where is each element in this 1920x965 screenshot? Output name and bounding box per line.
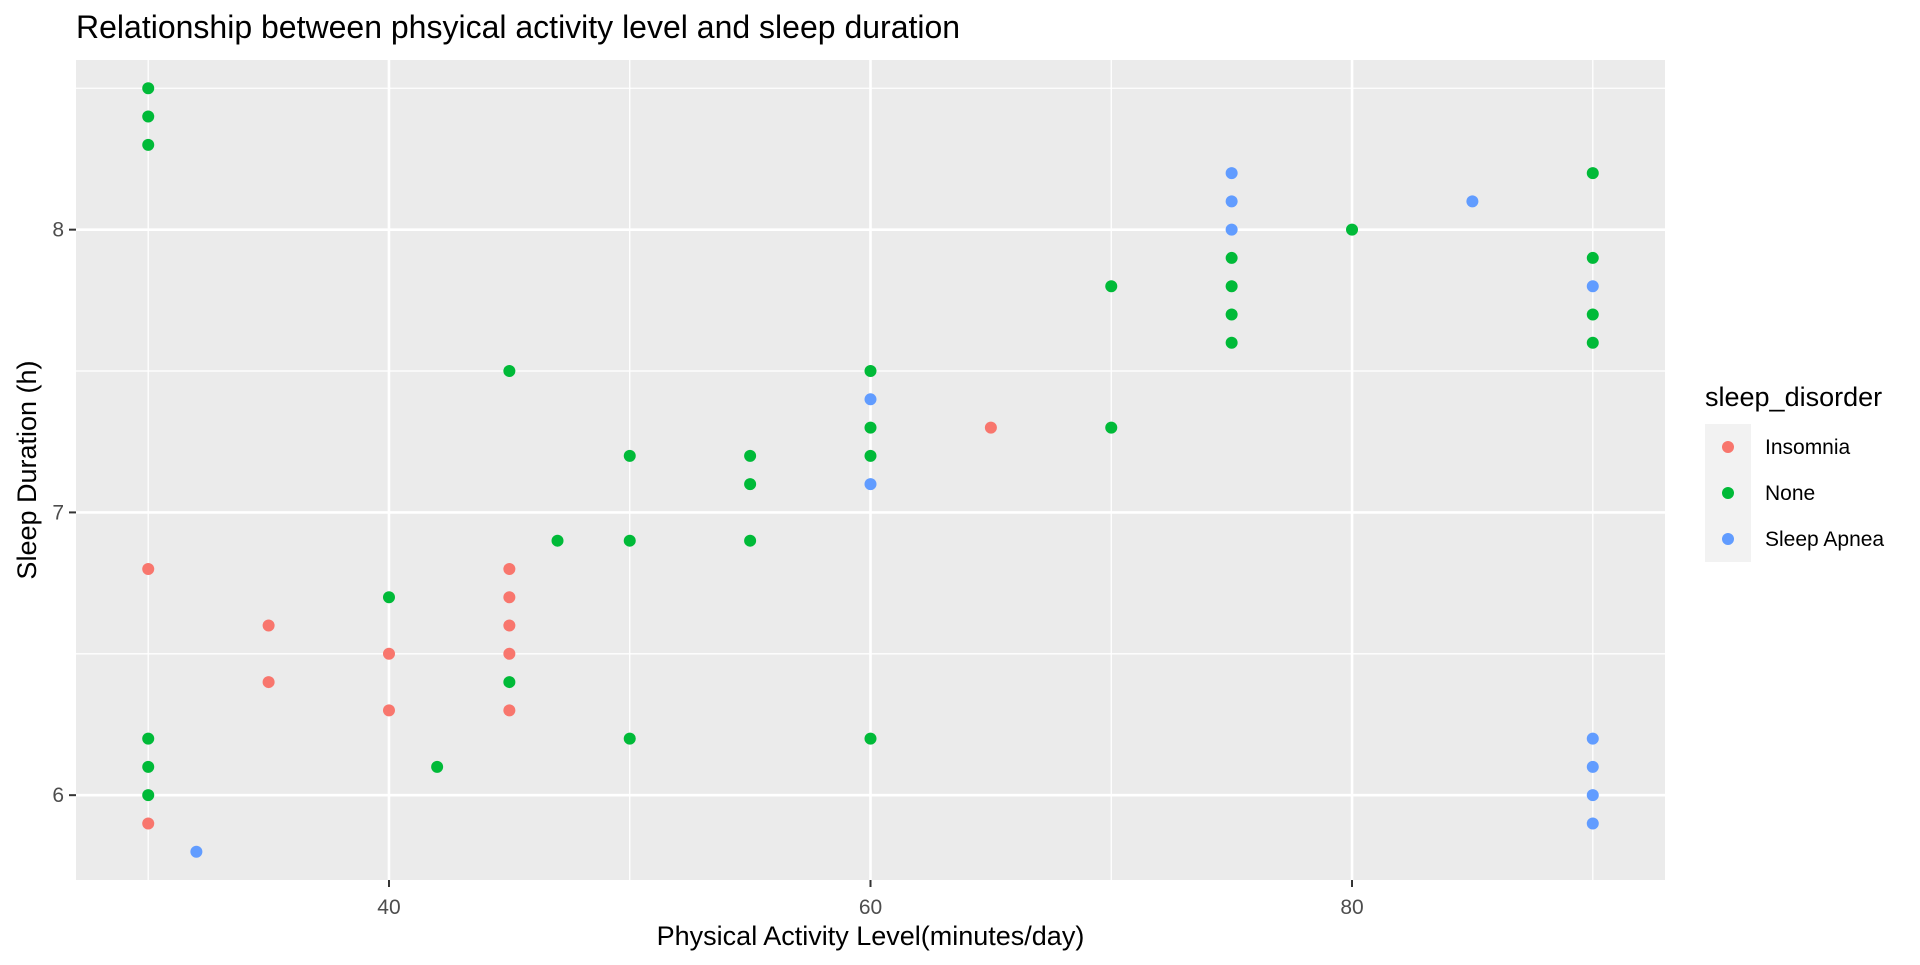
data-point-none — [142, 789, 155, 802]
data-point-sleep-apnea — [1225, 223, 1238, 236]
data-point-none — [1586, 336, 1599, 349]
data-point-none — [1586, 167, 1599, 180]
data-point-insomnia — [503, 704, 516, 717]
data-point-none — [1586, 308, 1599, 321]
data-point-none — [744, 534, 757, 547]
data-point-none — [1225, 336, 1238, 349]
y-tick-label: 6 — [52, 784, 64, 807]
data-point-none — [1586, 251, 1599, 264]
legend-label-insomnia: Insomnia — [1765, 436, 1851, 459]
chart-title: Relationship between phsyical activity l… — [76, 9, 960, 45]
data-point-sleep-apnea — [1466, 195, 1479, 208]
data-point-none — [551, 534, 564, 547]
y-tick-label: 7 — [52, 501, 64, 524]
data-point-none — [142, 82, 155, 95]
legend-label-none: None — [1765, 482, 1815, 505]
data-point-insomnia — [984, 421, 997, 434]
x-tick-label: 60 — [859, 896, 882, 919]
data-point-sleep-apnea — [1225, 195, 1238, 208]
data-point-none — [864, 732, 877, 745]
data-point-none — [1346, 223, 1359, 236]
data-point-none — [1225, 308, 1238, 321]
data-point-sleep-apnea — [1586, 280, 1599, 293]
legend-swatch-insomnia — [1722, 441, 1734, 453]
data-point-insomnia — [382, 704, 395, 717]
data-point-none — [1105, 280, 1118, 293]
data-point-none — [1225, 280, 1238, 293]
data-point-none — [503, 365, 516, 378]
data-point-sleep-apnea — [864, 393, 877, 406]
data-point-insomnia — [142, 817, 155, 830]
x-tick-label: 40 — [377, 896, 400, 919]
grid-lines — [76, 60, 1665, 880]
y-tick-label: 8 — [52, 219, 64, 242]
data-point-none — [503, 676, 516, 689]
data-point-none — [382, 591, 395, 604]
legend-swatch-sleep-apnea — [1722, 533, 1734, 545]
data-points — [142, 82, 1599, 858]
data-point-none — [864, 421, 877, 434]
data-point-insomnia — [142, 562, 155, 575]
data-point-insomnia — [503, 591, 516, 604]
data-point-insomnia — [503, 647, 516, 660]
data-point-none — [864, 365, 877, 378]
legend-title: sleep_disorder — [1705, 382, 1882, 412]
data-point-none — [623, 449, 636, 462]
data-point-sleep-apnea — [1225, 167, 1238, 180]
data-point-none — [744, 478, 757, 491]
data-point-none — [1225, 251, 1238, 264]
data-point-none — [431, 760, 444, 773]
data-point-sleep-apnea — [1586, 789, 1599, 802]
data-point-none — [623, 534, 636, 547]
data-point-none — [142, 110, 155, 123]
data-point-none — [744, 449, 757, 462]
data-point-sleep-apnea — [1586, 817, 1599, 830]
data-point-insomnia — [262, 619, 275, 632]
axes: 40 60 80 6 7 8 — [52, 219, 1363, 919]
y-axis-label: Sleep Duration (h) — [12, 360, 42, 579]
legend-swatch-none — [1722, 487, 1734, 499]
data-point-insomnia — [262, 676, 275, 689]
data-point-none — [142, 760, 155, 773]
data-point-insomnia — [503, 562, 516, 575]
data-point-sleep-apnea — [864, 478, 877, 491]
data-point-none — [1105, 421, 1118, 434]
data-point-sleep-apnea — [1586, 732, 1599, 745]
data-point-none — [864, 449, 877, 462]
x-tick-label: 80 — [1340, 896, 1363, 919]
legend: sleep_disorder Insomnia None Sleep Apnea — [1705, 382, 1884, 562]
data-point-none — [623, 732, 636, 745]
data-point-insomnia — [503, 619, 516, 632]
data-point-none — [142, 138, 155, 151]
legend-label-sleep-apnea: Sleep Apnea — [1765, 528, 1884, 551]
data-point-none — [142, 732, 155, 745]
data-point-sleep-apnea — [190, 845, 203, 858]
data-point-insomnia — [382, 647, 395, 660]
x-axis-label: Physical Activity Level(minutes/day) — [657, 921, 1085, 951]
data-point-sleep-apnea — [1586, 760, 1599, 773]
